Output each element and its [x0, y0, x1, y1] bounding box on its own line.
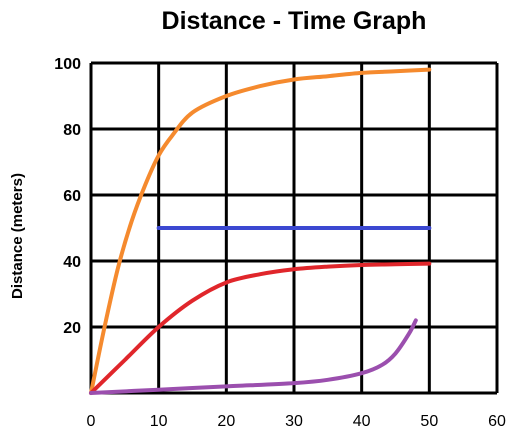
y-tick-label: 20: [63, 320, 81, 337]
x-tick-label: 50: [420, 413, 438, 430]
series-line-1: [89, 67, 432, 395]
x-tick-label: 20: [217, 413, 235, 430]
series-line-4: [89, 318, 418, 395]
x-tick-label: 30: [285, 413, 303, 430]
y-axis-label: Distance (meters): [9, 173, 26, 299]
x-tick-label: 10: [150, 413, 168, 430]
y-tick-label: 100: [54, 56, 81, 73]
x-tick-label: 0: [87, 413, 96, 430]
series-line-3: [89, 261, 432, 395]
y-tick-label: 60: [63, 188, 81, 205]
tick-labels: 0 10 20 30 40 50 60 20 40 60 80 100: [54, 56, 506, 430]
x-tick-label: 60: [488, 413, 506, 430]
y-tick-label: 80: [63, 122, 81, 139]
series-lines: [89, 67, 432, 395]
x-tick-label: 40: [353, 413, 371, 430]
y-tick-label: 40: [63, 254, 81, 271]
chart-title: Distance - Time Graph: [162, 7, 427, 35]
